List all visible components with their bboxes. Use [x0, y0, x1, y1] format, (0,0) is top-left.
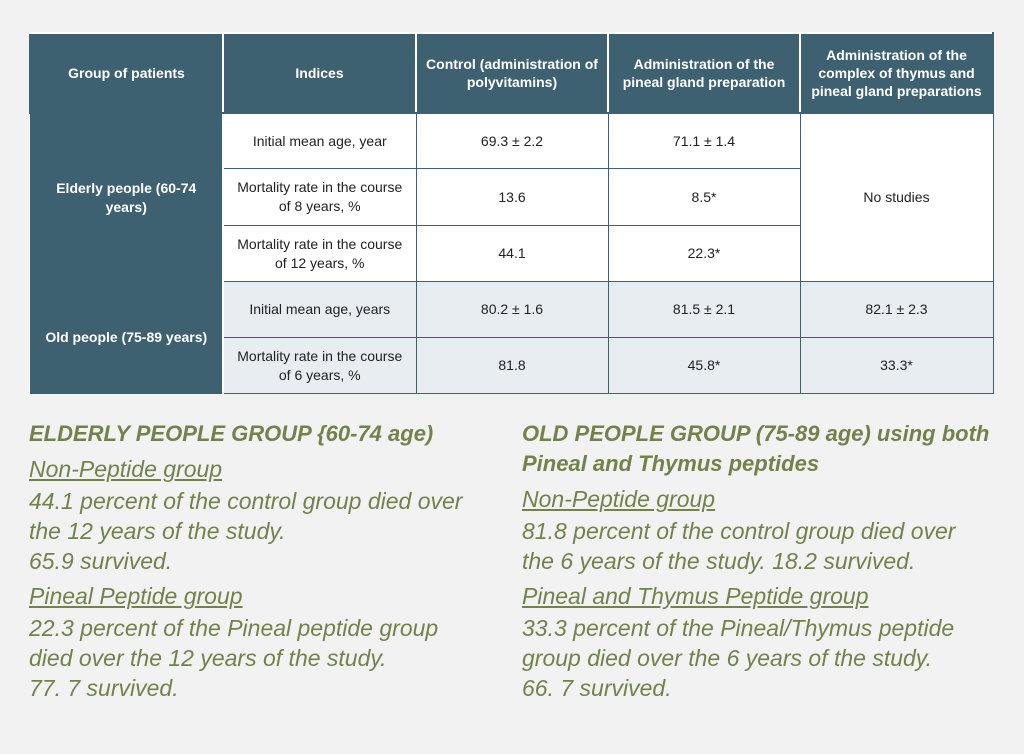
complex-cell: 82.1 ± 2.3: [799, 281, 994, 338]
control-cell: 13.6: [415, 168, 609, 226]
summary-line: group died over the 6 years of the study…: [522, 645, 932, 671]
control-cell: 44.1: [415, 225, 609, 282]
group-old: Old people (75-89 years): [29, 281, 224, 394]
group-elderly: Elderly people (60-74 years): [29, 112, 224, 282]
index-cell: Initial mean age, year: [222, 112, 417, 169]
summary-line: 66. 7 survived.: [522, 675, 672, 701]
table-row: Mortality rate in the course of 8 years,…: [30, 168, 993, 226]
pineal-thymus-text: 33.3 percent of the Pineal/Thymus peptid…: [522, 613, 1002, 703]
index-cell: Mortality rate in the course of 12 years…: [222, 225, 417, 282]
header-control: Control (administration of polyvitamins): [415, 32, 609, 114]
summary-line: died over the 12 years of the study.: [29, 645, 387, 671]
table-row: Elderly people (60-74 years) Initial mea…: [29, 112, 994, 282]
complex-no-studies-cell: No studies: [799, 112, 994, 282]
table-row: Old people (75-89 years) Initial mean ag…: [29, 281, 994, 394]
summary-line: 33.3 percent of the Pineal/Thymus peptid…: [522, 615, 955, 641]
table-header-row: Group of patients Indices Control (admin…: [29, 32, 994, 114]
pineal-peptide-subheading: Pineal Peptide group: [29, 583, 243, 609]
non-peptide-text: 44.1 percent of the control group died o…: [29, 486, 499, 576]
pineal-cell: 22.3*: [607, 225, 801, 282]
table-row: Mortality rate in the course of 6 years,…: [30, 337, 994, 394]
header-complex: Administration of the complex of thymus …: [799, 32, 994, 114]
index-cell: Mortality rate in the course of 6 years,…: [222, 337, 417, 394]
index-cell: Initial mean age, years: [222, 281, 417, 338]
study-results-table: Group of patients Indices Control (admin…: [29, 32, 994, 394]
pineal-peptide-text: 22.3 percent of the Pineal peptide group…: [29, 613, 499, 703]
control-cell: 81.8: [415, 337, 609, 394]
summary-line: 81.8 percent of the control group died o…: [522, 518, 956, 544]
summary-line: the 12 years of the study.: [29, 518, 286, 544]
summary-line: 77. 7 survived.: [29, 675, 179, 701]
complex-cell: 33.3*: [799, 337, 994, 394]
pineal-cell: 71.1 ± 1.4: [607, 112, 801, 169]
non-peptide-subheading: Non-Peptide group: [29, 456, 223, 482]
pineal-cell: 45.8*: [607, 337, 801, 394]
index-cell: Mortality rate in the course of 8 years,…: [222, 168, 417, 226]
elderly-summary: ELDERLY PEOPLE GROUP {60-74 age) Non-Pep…: [29, 419, 499, 703]
elderly-summary-heading: ELDERLY PEOPLE GROUP {60-74 age): [29, 419, 499, 449]
header-indices: Indices: [222, 32, 417, 114]
old-summary-heading: OLD PEOPLE GROUP (75-89 age) using both …: [522, 419, 1002, 479]
heading-line: Pineal and Thymus peptides: [522, 451, 820, 476]
header-group-of-patients: Group of patients: [29, 32, 224, 114]
heading-line: ELDERLY PEOPLE GROUP {60-74 age): [29, 421, 434, 446]
non-peptide-text: 81.8 percent of the control group died o…: [522, 516, 1002, 576]
summary-line: 22.3 percent of the Pineal peptide group: [29, 615, 439, 641]
pineal-cell: 81.5 ± 2.1: [607, 281, 801, 338]
control-cell: 69.3 ± 2.2: [415, 112, 609, 169]
non-peptide-subheading: Non-Peptide group: [522, 486, 716, 512]
control-cell: 80.2 ± 1.6: [415, 281, 609, 338]
table-row: Mortality rate in the course of 12 years…: [30, 225, 993, 282]
heading-line: OLD PEOPLE GROUP (75-89 age) using both: [522, 421, 990, 446]
summary-line: 65.9 survived.: [29, 548, 173, 574]
old-summary: OLD PEOPLE GROUP (75-89 age) using both …: [522, 419, 1002, 703]
pineal-cell: 8.5*: [607, 168, 801, 226]
summary-line: the 6 years of the study. 18.2 survived.: [522, 548, 916, 574]
summary-line: 44.1 percent of the control group died o…: [29, 488, 463, 514]
pineal-thymus-subheading: Pineal and Thymus Peptide group: [522, 583, 869, 609]
header-pineal: Administration of the pineal gland prepa…: [607, 32, 801, 114]
